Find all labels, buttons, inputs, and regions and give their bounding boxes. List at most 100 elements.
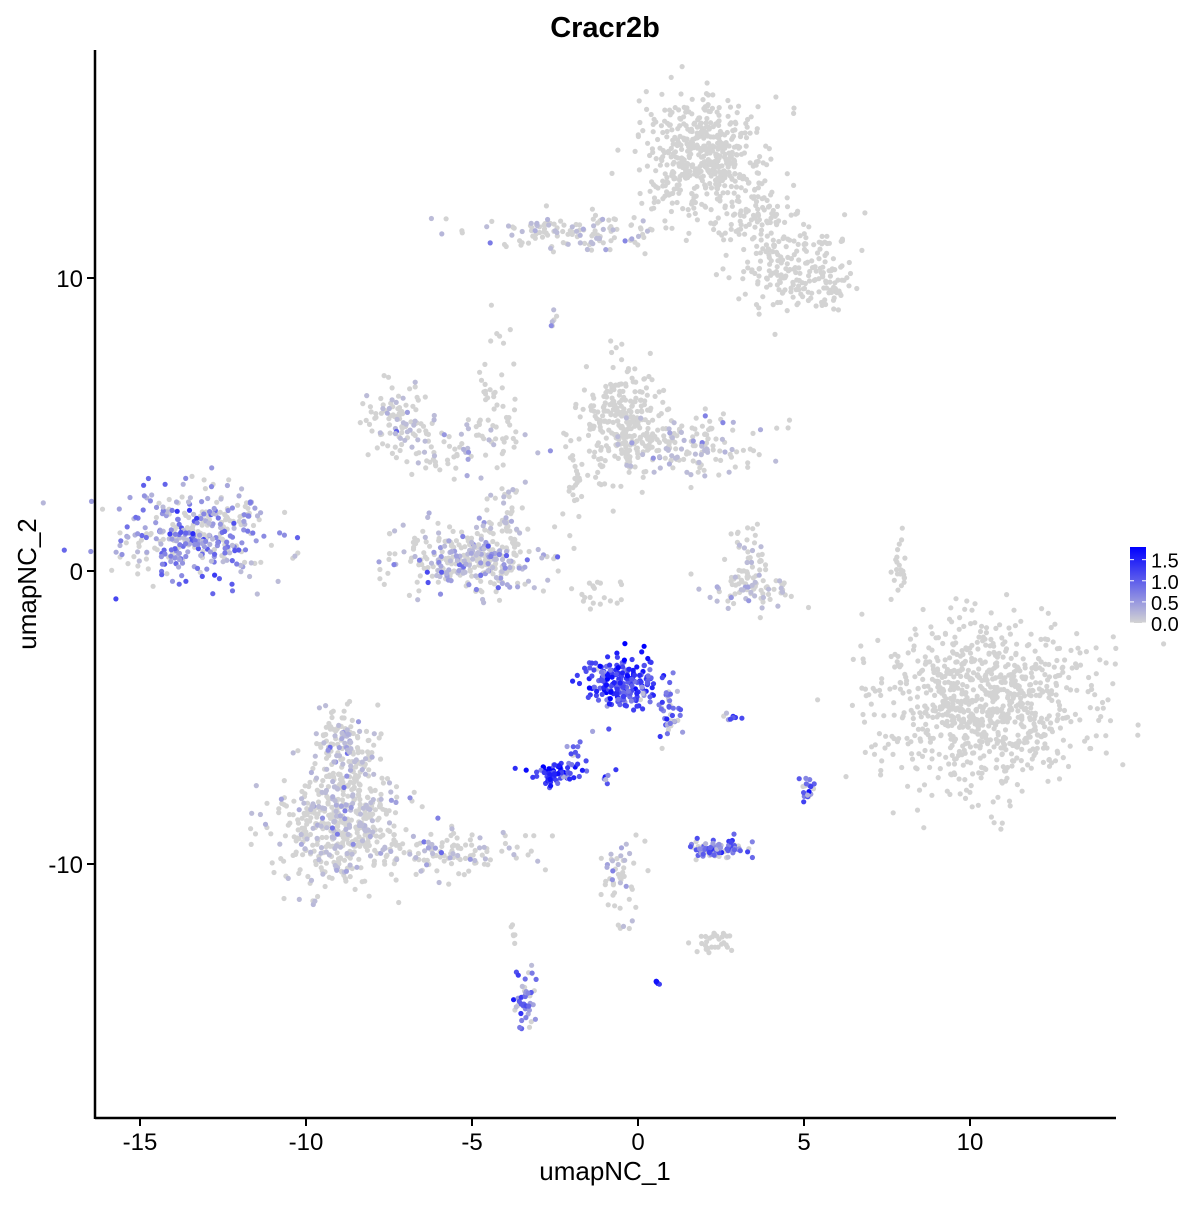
data-point (728, 221, 734, 228)
data-point (499, 544, 505, 550)
data-point (386, 416, 392, 422)
data-point (474, 530, 480, 537)
data-point (1022, 665, 1028, 671)
data-point (702, 203, 708, 209)
data-point (710, 124, 716, 130)
data-point (959, 687, 965, 693)
data-point (716, 853, 722, 860)
data-point (655, 185, 661, 191)
data-point (953, 596, 959, 602)
data-point (744, 537, 750, 543)
data-point (215, 540, 221, 546)
data-point (917, 736, 923, 742)
data-point (701, 159, 708, 165)
data-point (222, 545, 228, 552)
data-point (567, 533, 573, 539)
legend-tick-label: 1.5 (1151, 551, 1179, 573)
data-point (579, 767, 586, 773)
data-point (386, 405, 392, 412)
data-point (446, 538, 452, 544)
data-point (1044, 683, 1050, 690)
data-point (185, 499, 192, 505)
data-point (715, 944, 721, 950)
data-point (192, 538, 198, 544)
data-point (249, 810, 255, 816)
data-point (842, 212, 848, 218)
data-point (691, 121, 697, 127)
data-point (791, 110, 797, 116)
data-point (868, 701, 874, 707)
data-point (721, 940, 727, 946)
data-point (340, 756, 346, 762)
data-point (839, 277, 845, 283)
data-point (580, 226, 586, 232)
data-point (334, 831, 340, 837)
data-point (922, 654, 928, 660)
data-point (596, 417, 603, 423)
data-point (231, 520, 237, 526)
data-point (826, 268, 832, 274)
data-point (929, 748, 935, 754)
data-point (749, 194, 755, 200)
data-point (674, 185, 680, 191)
data-point (403, 402, 409, 408)
data-point (321, 740, 327, 746)
data-point (734, 110, 740, 116)
data-point (453, 538, 459, 544)
data-point (1000, 740, 1007, 746)
data-point (594, 442, 600, 448)
data-point (314, 814, 320, 820)
data-point (619, 413, 625, 419)
data-point (295, 817, 301, 823)
data-point (663, 690, 669, 696)
data-point (797, 270, 803, 276)
data-point (803, 775, 809, 782)
data-point (595, 220, 601, 226)
data-point (950, 649, 956, 655)
data-point (1087, 745, 1093, 752)
data-point (723, 140, 729, 146)
data-point (898, 583, 905, 589)
data-point (264, 800, 270, 806)
data-point (365, 749, 371, 755)
data-point (718, 172, 724, 178)
data-point (1040, 689, 1046, 695)
data-point (183, 578, 189, 584)
data-point (609, 170, 615, 176)
data-point (369, 818, 375, 824)
data-point (999, 780, 1005, 786)
data-point (757, 250, 764, 256)
data-point (443, 216, 449, 222)
data-point (387, 430, 393, 436)
data-point (412, 535, 418, 541)
data-point (359, 838, 366, 844)
data-point (316, 705, 322, 711)
data-point (337, 771, 343, 778)
data-point (342, 816, 348, 822)
data-point (1025, 762, 1031, 768)
data-point (711, 163, 718, 169)
data-point (847, 270, 854, 277)
data-point (575, 744, 581, 750)
data-point (716, 182, 722, 188)
data-point (357, 782, 363, 788)
data-point (586, 448, 593, 454)
data-point (584, 768, 590, 774)
data-point (803, 248, 810, 254)
data-point (560, 228, 566, 235)
data-point (575, 753, 581, 759)
data-point (801, 231, 807, 237)
data-point (637, 697, 644, 703)
data-point (510, 541, 517, 547)
data-point (722, 183, 728, 189)
data-point (745, 180, 752, 186)
data-point (725, 97, 731, 104)
data-point (323, 755, 330, 761)
data-point (1110, 681, 1116, 687)
data-point (741, 213, 747, 219)
data-point (767, 596, 773, 603)
data-point (337, 844, 344, 850)
data-point (757, 427, 764, 433)
data-point (823, 301, 829, 308)
data-point (629, 656, 635, 663)
